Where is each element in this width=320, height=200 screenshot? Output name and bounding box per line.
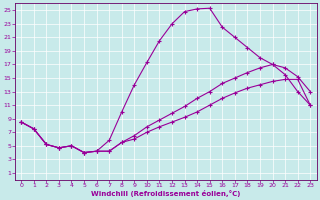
X-axis label: Windchill (Refroidissement éolien,°C): Windchill (Refroidissement éolien,°C)	[91, 190, 240, 197]
